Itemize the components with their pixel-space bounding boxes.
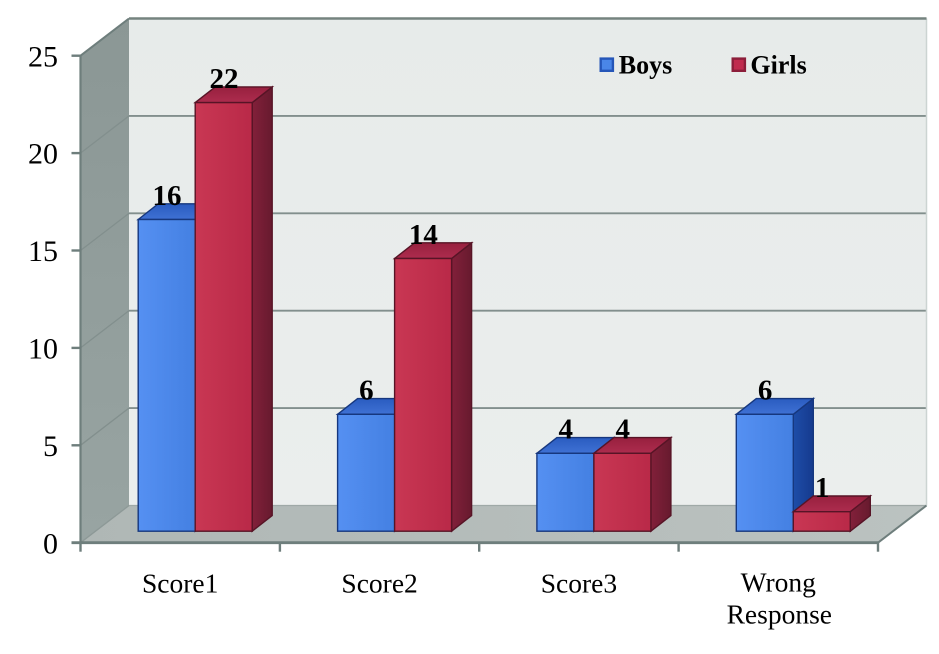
svg-text:22: 22 (210, 63, 239, 95)
svg-text:25: 25 (28, 40, 58, 73)
svg-text:4: 4 (615, 414, 630, 446)
svg-text:14: 14 (409, 219, 438, 251)
svg-text:Score1: Score1 (142, 568, 218, 599)
svg-text:6: 6 (758, 375, 773, 407)
svg-text:6: 6 (359, 375, 374, 407)
svg-text:20: 20 (28, 138, 58, 171)
svg-text:Response: Response (727, 599, 832, 630)
svg-text:10: 10 (28, 333, 58, 366)
svg-text:Score3: Score3 (541, 568, 617, 599)
svg-text:1: 1 (815, 472, 830, 504)
svg-text:Boys: Boys (619, 51, 672, 80)
svg-text:4: 4 (558, 414, 573, 446)
svg-text:16: 16 (153, 180, 182, 212)
svg-text:0: 0 (43, 527, 58, 560)
svg-text:15: 15 (28, 235, 58, 268)
svg-text:5: 5 (43, 430, 58, 463)
svg-text:Wrong: Wrong (741, 567, 817, 598)
svg-text:Girls: Girls (750, 51, 806, 80)
svg-text:Score2: Score2 (341, 568, 417, 599)
